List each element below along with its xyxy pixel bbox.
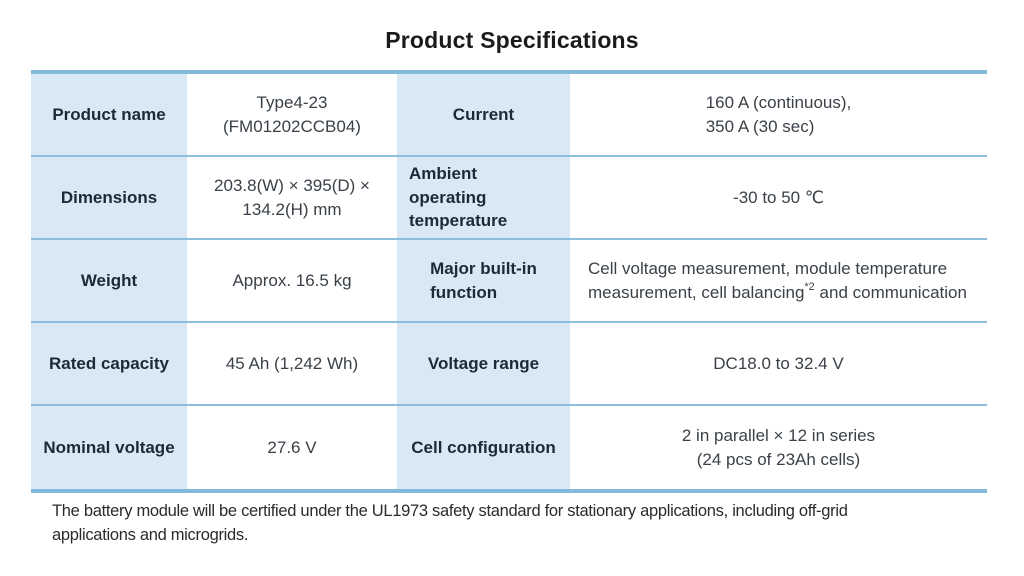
table-row-weight: Weight Approx. 16.5 kg Major built-in fu… <box>31 240 987 323</box>
label-weight: Weight <box>31 240 187 321</box>
footnote-marker: *2 <box>804 280 815 293</box>
page-title: Product Specifications <box>385 27 639 53</box>
label-rated-capacity: Rated capacity <box>31 323 187 404</box>
table-row-dimensions: Dimensions 203.8(W) × 395(D) × 134.2(H) … <box>31 157 987 240</box>
value-weight: Approx. 16.5 kg <box>187 240 397 321</box>
table-row-rated-capacity: Rated capacity 45 Ah (1,242 Wh) Voltage … <box>31 323 987 406</box>
label-nominal-voltage: Nominal voltage <box>31 406 187 489</box>
value-dimensions: 203.8(W) × 395(D) × 134.2(H) mm <box>187 157 397 238</box>
table-row-nominal-voltage: Nominal voltage 27.6 V Cell configuratio… <box>31 406 987 489</box>
label-voltage-range: Voltage range <box>397 323 570 404</box>
value-voltage-range: DC18.0 to 32.4 V <box>570 323 987 404</box>
value-major-built-in-function: Cell voltage measurement, module tempera… <box>570 240 987 321</box>
label-dimensions: Dimensions <box>31 157 187 238</box>
value-current: 160 A (continuous), 350 A (30 sec) <box>570 74 987 155</box>
value-ambient-operating-temperature: -30 to 50 ℃ <box>570 157 987 238</box>
label-product-name: Product name <box>31 74 187 155</box>
label-major-built-in-function: Major built-in function <box>397 240 570 321</box>
label-cell-configuration: Cell configuration <box>397 406 570 489</box>
value-cell-configuration: 2 in parallel × 12 in series (24 pcs of … <box>570 406 987 489</box>
spec-table: Product name Type4-23 (FM01202CCB04) Cur… <box>31 70 987 493</box>
value-product-name: Type4-23 (FM01202CCB04) <box>187 74 397 155</box>
label-ambient-operating-temperature: Ambient operating temperature <box>397 157 570 238</box>
table-row-product-name: Product name Type4-23 (FM01202CCB04) Cur… <box>31 74 987 157</box>
certification-footnote: The battery module will be certified und… <box>52 502 848 544</box>
value-rated-capacity: 45 Ah (1,242 Wh) <box>187 323 397 404</box>
label-current: Current <box>397 74 570 155</box>
value-nominal-voltage: 27.6 V <box>187 406 397 489</box>
